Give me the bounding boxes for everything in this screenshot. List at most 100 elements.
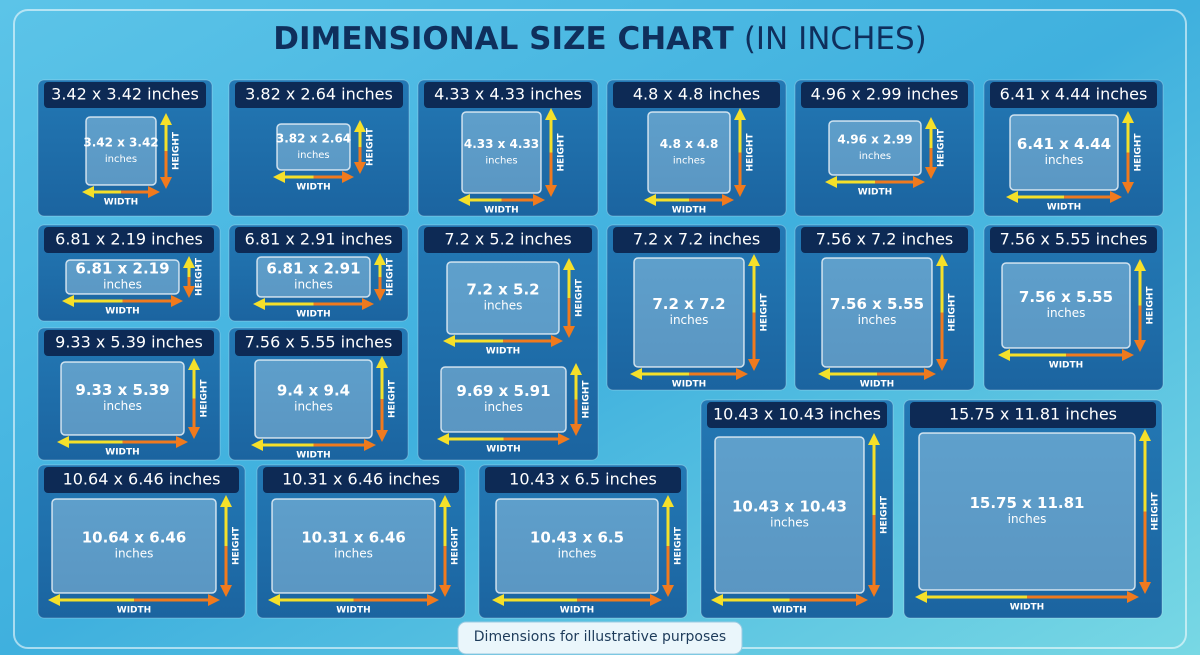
card-header-bg bbox=[44, 82, 206, 108]
size-box bbox=[85, 116, 157, 186]
size-box bbox=[1001, 262, 1131, 349]
width-label: WIDTH bbox=[105, 307, 139, 317]
card-header-bg bbox=[44, 330, 214, 356]
box-label: 10.64 x 6.46 bbox=[82, 529, 187, 547]
width-label: WIDTH bbox=[1049, 361, 1083, 371]
size-box bbox=[51, 498, 217, 594]
card-header: 7.2 x 7.2 inches bbox=[633, 230, 760, 249]
height-label: HEIGHT bbox=[1146, 286, 1156, 325]
box-label: 3.82 x 2.64 bbox=[276, 132, 351, 146]
width-label: WIDTH bbox=[486, 347, 520, 357]
size-box bbox=[633, 257, 745, 368]
box-label: 10.43 x 6.5 bbox=[530, 529, 624, 547]
card-header: 4.33 x 4.33 inches bbox=[434, 85, 582, 104]
box-label: 9.69 x 5.91 bbox=[456, 382, 550, 400]
box-label: 7.2 x 5.2 bbox=[466, 281, 539, 299]
box-unit: inches bbox=[558, 547, 597, 561]
width-label: WIDTH bbox=[672, 380, 706, 390]
height-label: HEIGHT bbox=[575, 278, 585, 317]
title-suffix: (IN INCHES) bbox=[744, 21, 927, 57]
size-box bbox=[714, 436, 865, 594]
box-unit: inches bbox=[484, 299, 523, 313]
size-box bbox=[918, 432, 1136, 591]
width-label: WIDTH bbox=[336, 606, 370, 616]
height-label: HEIGHT bbox=[195, 257, 205, 296]
height-label: HEIGHT bbox=[200, 379, 210, 418]
size-box bbox=[271, 498, 436, 594]
box-unit: inches bbox=[294, 400, 333, 414]
width-label: WIDTH bbox=[672, 206, 706, 216]
size-box bbox=[254, 359, 373, 439]
box-label: 7.56 x 5.55 bbox=[830, 295, 924, 313]
card-header: 7.56 x 7.2 inches bbox=[816, 230, 954, 249]
size-box bbox=[65, 259, 180, 295]
box-label: 15.75 x 11.81 bbox=[969, 494, 1084, 512]
box-label: 4.96 x 2.99 bbox=[837, 133, 912, 147]
width-label: WIDTH bbox=[1047, 203, 1081, 213]
box-label: 4.33 x 4.33 bbox=[464, 137, 539, 151]
box-label: 10.43 x 10.43 bbox=[732, 498, 847, 516]
box-unit: inches bbox=[105, 154, 137, 165]
height-label: HEIGHT bbox=[557, 133, 567, 172]
size-box bbox=[276, 123, 351, 171]
card-header: 9.33 x 5.39 inches bbox=[55, 333, 203, 352]
box-unit: inches bbox=[1008, 512, 1047, 526]
card-header: 6.41 x 4.44 inches bbox=[1000, 85, 1148, 104]
card bbox=[606, 224, 787, 391]
width-label: WIDTH bbox=[104, 198, 138, 208]
card-header-bg bbox=[910, 402, 1156, 428]
card-header-bg bbox=[707, 402, 887, 428]
box-unit: inches bbox=[115, 547, 154, 561]
box-unit: inches bbox=[294, 278, 333, 292]
size-box bbox=[495, 498, 659, 594]
card-header: 3.42 x 3.42 inches bbox=[51, 85, 199, 104]
box-unit: inches bbox=[673, 156, 705, 167]
height-label: HEIGHT bbox=[948, 293, 958, 332]
height-label: HEIGHT bbox=[746, 133, 756, 172]
height-label: HEIGHT bbox=[388, 379, 398, 418]
card-header: 10.31 x 6.46 inches bbox=[282, 470, 440, 489]
card-header-bg bbox=[801, 82, 968, 108]
box-label: 9.33 x 5.39 bbox=[75, 381, 169, 399]
box-unit: inches bbox=[670, 313, 709, 327]
size-box bbox=[60, 361, 185, 436]
height-label: HEIGHT bbox=[937, 128, 947, 167]
height-label: HEIGHT bbox=[1151, 492, 1161, 531]
height-label: HEIGHT bbox=[760, 293, 770, 332]
box-unit: inches bbox=[485, 156, 517, 167]
width-label: WIDTH bbox=[560, 606, 594, 616]
width-label: WIDTH bbox=[105, 448, 139, 458]
card-header: 10.43 x 6.5 inches bbox=[509, 470, 657, 489]
box-label: 9.4 x 9.4 bbox=[277, 382, 350, 400]
card-header-bg bbox=[235, 330, 402, 356]
width-label: WIDTH bbox=[772, 606, 806, 616]
box-label: 3.42 x 3.42 bbox=[83, 136, 158, 150]
card-header: 7.56 x 5.55 inches bbox=[1000, 230, 1148, 249]
card bbox=[37, 327, 221, 461]
box-unit: inches bbox=[859, 151, 891, 162]
box-label: 7.56 x 5.55 bbox=[1019, 288, 1113, 306]
card-header-bg bbox=[613, 227, 780, 253]
box-unit: inches bbox=[858, 313, 897, 327]
card-header: 7.2 x 5.2 inches bbox=[444, 230, 571, 249]
box-unit: inches bbox=[484, 400, 523, 414]
width-label: WIDTH bbox=[117, 606, 151, 616]
height-label: HEIGHT bbox=[674, 526, 684, 565]
title-main: DIMENSIONAL SIZE CHART bbox=[273, 21, 734, 57]
height-label: HEIGHT bbox=[451, 526, 461, 565]
card bbox=[37, 464, 246, 619]
width-label: WIDTH bbox=[296, 183, 330, 193]
height-label: HEIGHT bbox=[386, 257, 396, 296]
card bbox=[478, 464, 688, 619]
size-box bbox=[461, 111, 542, 194]
card-header: 4.8 x 4.8 inches bbox=[633, 85, 760, 104]
card-header: 6.81 x 2.19 inches bbox=[55, 230, 203, 249]
box-unit: inches bbox=[297, 150, 329, 161]
box-unit: inches bbox=[1045, 153, 1084, 167]
box-unit: inches bbox=[103, 399, 142, 413]
width-label: WIDTH bbox=[486, 445, 520, 455]
box-unit: inches bbox=[103, 278, 142, 292]
card-header-bg bbox=[263, 467, 459, 493]
card-header-bg bbox=[44, 227, 214, 253]
